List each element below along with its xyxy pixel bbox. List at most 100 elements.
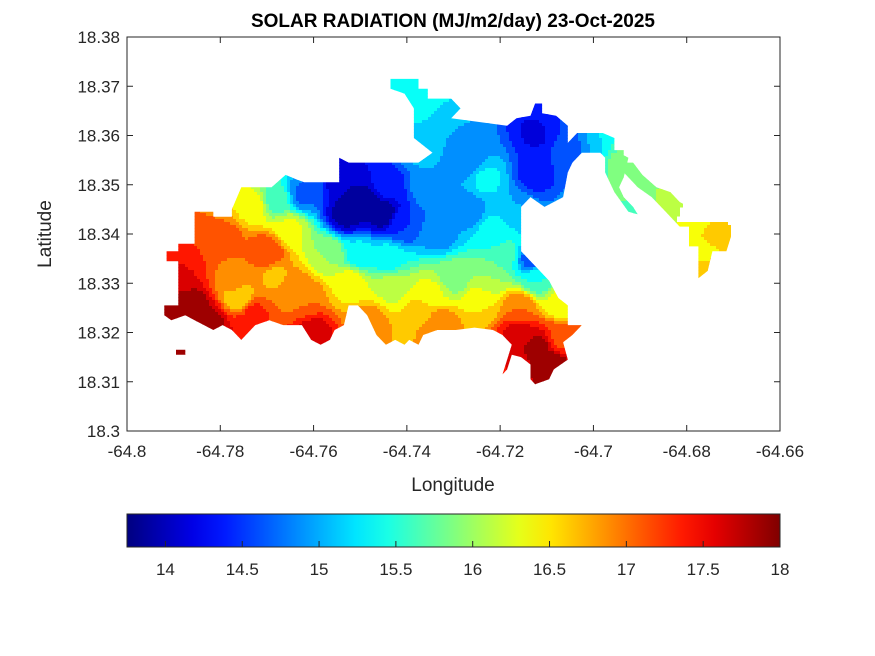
contour-cell bbox=[266, 195, 287, 199]
contour-cell bbox=[203, 258, 227, 262]
contour-cell bbox=[221, 303, 224, 307]
contour-cell bbox=[206, 270, 215, 274]
contour-cell bbox=[533, 294, 536, 298]
contour-cell bbox=[512, 309, 527, 313]
contour-cell bbox=[164, 315, 221, 319]
contour-cell bbox=[482, 288, 506, 292]
contour-cell bbox=[314, 240, 338, 244]
contour-cell bbox=[518, 162, 551, 166]
contour-cell bbox=[485, 258, 515, 262]
contour-cell bbox=[269, 315, 305, 319]
contour-cell bbox=[419, 258, 452, 262]
contour-cell bbox=[371, 180, 404, 184]
contour-cell bbox=[419, 234, 458, 238]
contour-cell bbox=[467, 291, 491, 295]
contour-cell bbox=[464, 288, 470, 292]
contour-cell bbox=[404, 228, 422, 232]
contour-cell bbox=[608, 174, 665, 178]
contour-cell bbox=[383, 297, 401, 301]
contour-cell bbox=[545, 189, 563, 193]
contour-cell bbox=[329, 192, 344, 196]
contour-cell bbox=[365, 279, 419, 283]
contour-cell bbox=[224, 324, 230, 328]
contour-cell bbox=[407, 198, 416, 202]
contour-cell bbox=[344, 243, 371, 247]
contour-cell bbox=[587, 141, 602, 145]
contour-cell bbox=[215, 270, 266, 274]
contour-cell bbox=[581, 147, 590, 151]
contour-cell bbox=[311, 228, 314, 232]
contour-cell bbox=[446, 252, 458, 256]
contour-cell bbox=[224, 303, 227, 307]
contour-cell bbox=[479, 225, 509, 229]
contour-cell bbox=[707, 225, 731, 229]
contour-cell bbox=[248, 228, 272, 232]
contour-cell bbox=[398, 201, 410, 205]
contour-cell bbox=[266, 219, 284, 223]
contour-cell bbox=[326, 180, 371, 184]
contour-cell bbox=[323, 318, 332, 322]
contour-cell bbox=[482, 213, 539, 217]
contour-cell bbox=[509, 174, 512, 178]
contour-cell bbox=[350, 267, 359, 271]
contour-cell bbox=[389, 318, 428, 322]
contour-cell bbox=[392, 330, 416, 334]
contour-cell bbox=[443, 282, 467, 286]
contour-cell bbox=[308, 273, 314, 277]
contour-cell bbox=[344, 258, 347, 262]
contour-cell bbox=[674, 228, 704, 232]
contour-cell bbox=[341, 240, 350, 244]
contour-cell bbox=[503, 348, 524, 352]
contour-cell bbox=[506, 123, 521, 127]
contour-cell bbox=[374, 300, 386, 304]
contour-cell bbox=[518, 159, 551, 163]
contour-cell bbox=[302, 246, 314, 250]
contour-cell bbox=[185, 264, 206, 268]
contour-cell bbox=[347, 252, 416, 256]
contour-cell bbox=[545, 141, 554, 145]
contour-cell bbox=[497, 315, 503, 319]
contour-cell bbox=[218, 294, 224, 298]
contour-cell bbox=[581, 150, 590, 154]
contour-cell bbox=[284, 279, 314, 283]
contour-cell bbox=[248, 261, 275, 265]
contour-cell bbox=[254, 264, 269, 268]
contour-cell bbox=[263, 192, 266, 196]
contour-cell bbox=[476, 180, 500, 184]
contour-cell bbox=[323, 285, 329, 289]
contour-cell bbox=[410, 204, 419, 208]
contour-cell bbox=[419, 204, 485, 208]
contour-cell bbox=[467, 282, 512, 286]
contour-cell bbox=[293, 336, 332, 340]
contour-cell bbox=[530, 291, 536, 295]
contour-cell bbox=[668, 243, 710, 247]
contour-cell bbox=[512, 165, 518, 169]
contour-cell bbox=[326, 222, 329, 226]
contour-cell bbox=[608, 180, 662, 184]
contour-cell bbox=[533, 312, 542, 316]
contour-cell bbox=[263, 282, 281, 286]
contour-cell bbox=[500, 156, 509, 160]
contour-cell bbox=[602, 141, 614, 145]
contour-cell bbox=[278, 285, 323, 289]
contour-cell bbox=[236, 210, 263, 214]
contour-cell bbox=[452, 258, 485, 262]
contour-cell bbox=[377, 225, 383, 229]
contour-cell bbox=[209, 279, 215, 283]
contour-cell bbox=[290, 198, 293, 202]
contour-cell bbox=[203, 285, 209, 289]
contour-cell bbox=[518, 165, 554, 169]
contour-cell bbox=[266, 210, 272, 214]
contour-cell bbox=[305, 264, 311, 268]
contour-cell bbox=[437, 309, 449, 313]
contour-cell bbox=[443, 147, 506, 151]
contour-cell bbox=[164, 225, 236, 229]
contour-cell bbox=[305, 219, 308, 223]
contour-cell bbox=[521, 270, 530, 274]
contour-cell bbox=[302, 225, 308, 229]
contour-cell bbox=[218, 312, 224, 316]
contour-cell bbox=[458, 291, 467, 295]
colorbar-tick-label: 17 bbox=[617, 560, 636, 579]
contour-cell bbox=[545, 126, 560, 130]
colorbar-tick-label: 15 bbox=[310, 560, 329, 579]
